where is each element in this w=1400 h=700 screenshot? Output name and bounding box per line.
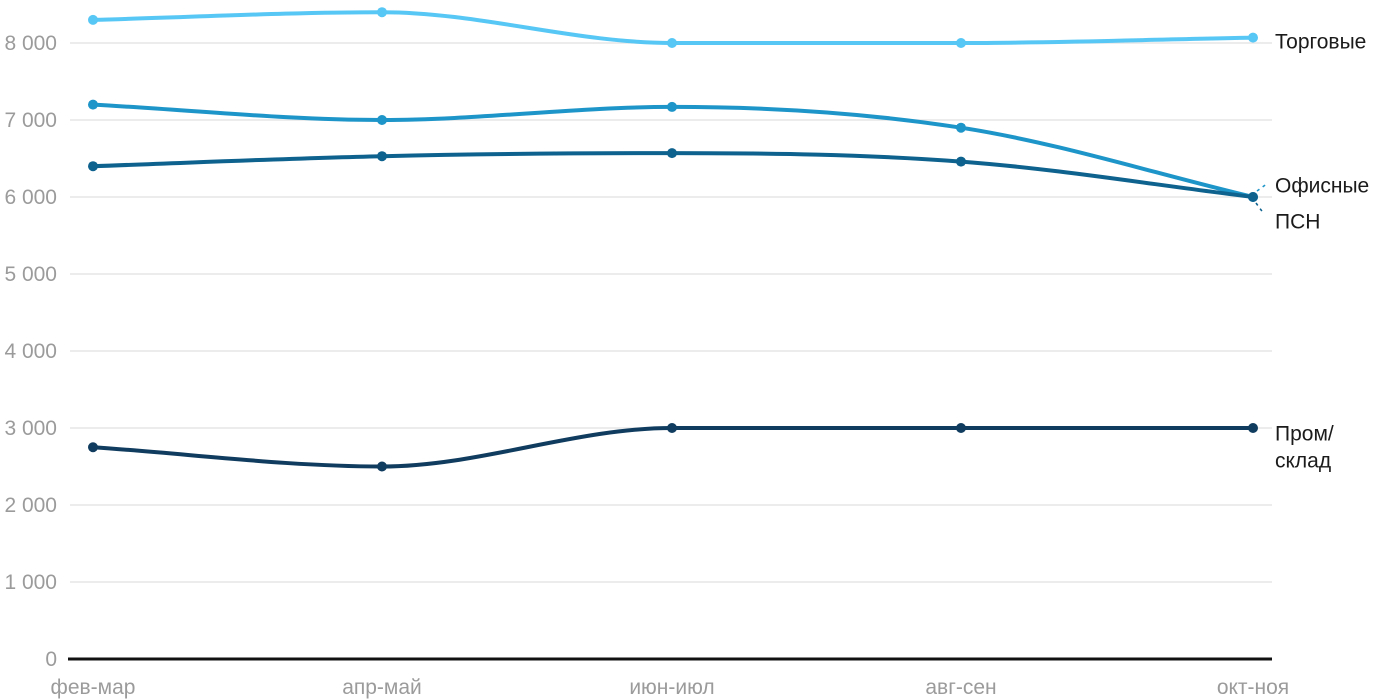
point-Офисные-июн-июл[interactable] bbox=[667, 101, 677, 112]
point-ПСН-фев-мар[interactable] bbox=[88, 161, 98, 172]
point-Пром/склад-июн-июл[interactable] bbox=[667, 423, 677, 433]
point-Офисные-апр-май[interactable] bbox=[377, 115, 387, 125]
y-tick-label-6000: 6 000 bbox=[4, 186, 57, 209]
series-line-ПСН[interactable] bbox=[91, 151, 1255, 199]
y-tick-label-7000: 7 000 bbox=[4, 109, 57, 132]
y-tick-label-5000: 5 000 bbox=[4, 263, 57, 286]
y-tick-label-1000: 1 000 bbox=[4, 571, 57, 594]
point-Пром/склад-апр-май[interactable] bbox=[377, 461, 387, 472]
series-end-label-Пром/склад-2: склад bbox=[1275, 450, 1331, 473]
point-ПСН-июн-июл[interactable] bbox=[667, 148, 677, 159]
point-Офисные-авг-сен[interactable] bbox=[956, 122, 966, 133]
point-Пром/склад-окт-ноя[interactable] bbox=[1248, 423, 1258, 433]
series-end-label-Офисные: Офисные bbox=[1275, 175, 1369, 198]
x-tick-label-4: авг-сен bbox=[925, 676, 996, 699]
x-tick-label-1: фев-мар bbox=[51, 676, 136, 699]
series-end-label-ПСН: ПСН bbox=[1275, 211, 1320, 234]
point-Торговые-окт-ноя[interactable] bbox=[1248, 32, 1258, 43]
y-tick-label-3000: 3 000 bbox=[4, 417, 57, 440]
point-ПСН-окт-ноя[interactable] bbox=[1248, 192, 1258, 202]
point-Торговые-июн-июл[interactable] bbox=[667, 38, 677, 48]
x-tick-label-5: окт-ноя bbox=[1217, 676, 1289, 699]
y-tick-label-8000: 8 000 bbox=[4, 32, 57, 55]
series-line-Пром/склад[interactable] bbox=[91, 425, 1255, 469]
y-tick-label-4000: 4 000 bbox=[4, 340, 57, 363]
label-leader-Офисные bbox=[1256, 182, 1269, 192]
point-ПСН-авг-сен[interactable] bbox=[956, 156, 966, 167]
series-end-label-Пром/склад-1: Пром/ bbox=[1275, 423, 1334, 446]
label-leader-ПСН bbox=[1255, 202, 1265, 215]
y-tick-label-2000: 2 000 bbox=[4, 494, 57, 517]
point-Торговые-апр-май[interactable] bbox=[377, 7, 387, 18]
point-Торговые-фев-мар[interactable] bbox=[88, 14, 98, 25]
x-tick-label-2: апр-май bbox=[342, 676, 422, 699]
point-Пром/склад-авг-сен[interactable] bbox=[956, 423, 966, 433]
point-ПСН-апр-май[interactable] bbox=[377, 151, 387, 162]
series-end-label-Торговые: Торговые bbox=[1275, 31, 1366, 54]
point-Офисные-фев-мар[interactable] bbox=[88, 99, 98, 110]
y-tick-label-0: 0 bbox=[45, 648, 57, 671]
point-Торговые-авг-сен[interactable] bbox=[956, 38, 966, 48]
point-Пром/склад-фев-мар[interactable] bbox=[88, 442, 98, 453]
x-tick-label-3: июн-июл bbox=[629, 676, 714, 699]
